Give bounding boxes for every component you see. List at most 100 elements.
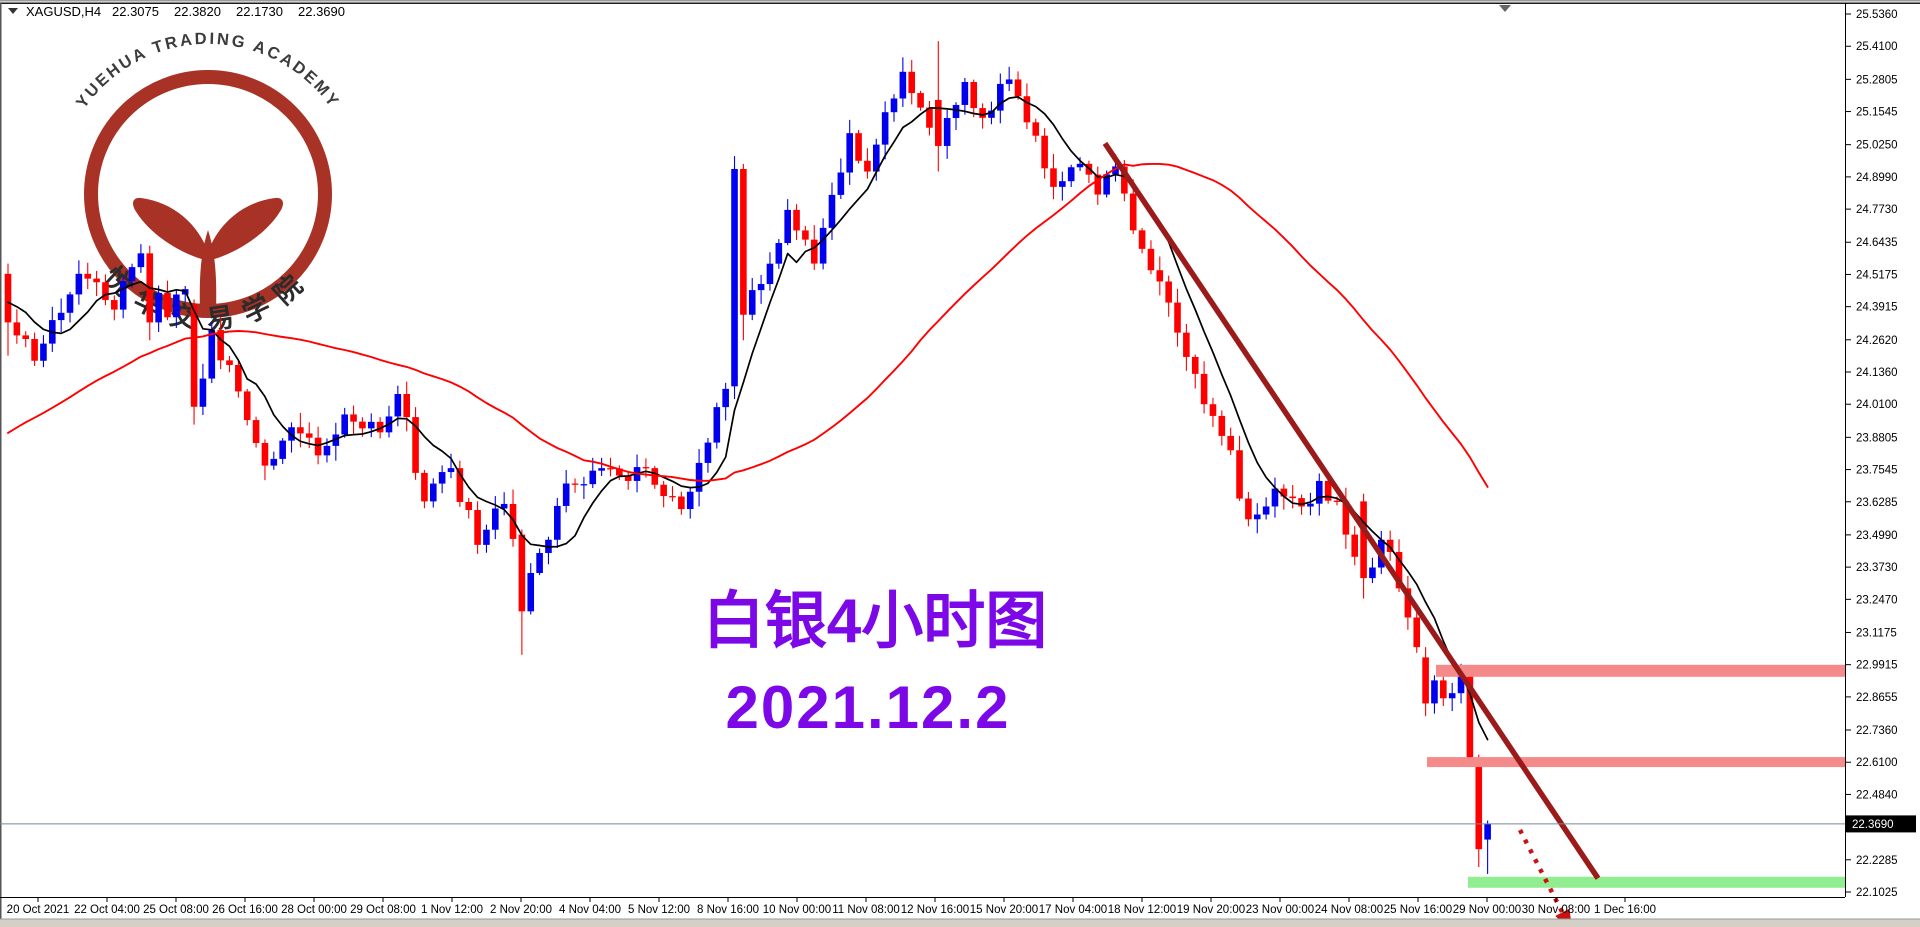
price-tick-label: 25.4100 — [1856, 41, 1898, 53]
candle-body — [483, 529, 490, 545]
candle-body — [1041, 135, 1048, 169]
time-tick-label: 29 Nov 00:00 — [1453, 904, 1521, 916]
candle-body — [1200, 373, 1208, 405]
candle-body — [261, 442, 269, 466]
candle-body — [793, 209, 800, 231]
price-tick-label: 23.1175 — [1856, 627, 1897, 639]
candle-body — [1360, 501, 1367, 579]
bottom-strip-border — [0, 918, 1920, 920]
candle-body — [217, 330, 224, 361]
candle-body — [1342, 501, 1350, 535]
candle-body — [119, 281, 127, 310]
price-tick-label: 22.6100 — [1856, 757, 1898, 769]
candle-body — [1457, 672, 1465, 694]
candle-body — [1005, 79, 1013, 84]
bottom-scroll-strip[interactable] — [0, 919, 1920, 927]
candle-body — [624, 475, 632, 481]
quote-header: XAGUSD,H4 22.3075 22.3820 22.1730 22.369… — [8, 4, 345, 19]
candle-body — [1236, 450, 1243, 499]
candle-body — [1183, 332, 1190, 357]
candle-body — [190, 304, 198, 407]
price-tick-label: 23.8805 — [1856, 432, 1898, 444]
candle-body — [713, 407, 721, 443]
candle-body — [855, 133, 862, 161]
zone-resistance-lower[interactable] — [1427, 757, 1845, 768]
candle-body — [979, 108, 986, 118]
price-tick-label: 22.1025 — [1856, 887, 1898, 899]
candle-body — [607, 468, 614, 470]
candle-body — [1067, 167, 1075, 182]
candle-body — [748, 290, 756, 315]
candle-body — [57, 312, 65, 321]
candle-body — [1147, 248, 1155, 271]
time-tick-label: 17 Nov 04:00 — [1039, 904, 1107, 916]
candle-body — [394, 393, 402, 417]
candle-body — [837, 172, 845, 195]
candle-body — [226, 360, 233, 365]
candle-body — [270, 458, 278, 466]
support-resistance-zones[interactable] — [1427, 664, 1845, 888]
candle-body — [554, 505, 561, 540]
candle-body — [1333, 500, 1341, 502]
price-tick-label: 22.4840 — [1856, 789, 1898, 801]
price-tick-label: 22.2285 — [1856, 855, 1898, 867]
candle-body — [1023, 96, 1031, 123]
candle-body — [1289, 496, 1296, 499]
candle-body — [1059, 181, 1066, 187]
current-price-tag-text: 22.3690 — [1852, 819, 1894, 831]
downtrend-line[interactable] — [1102, 141, 1601, 880]
time-tick-label: 5 Nov 12:00 — [628, 904, 690, 916]
quote-close: 22.3690 — [298, 4, 345, 19]
candle-body — [1395, 551, 1403, 589]
candle-body — [350, 414, 357, 422]
zone-support[interactable] — [1468, 876, 1845, 888]
chart-axes[interactable]: 25.5360 25.4100 25.2805 25.1545 25.0250 24.89… — [0, 3, 1898, 916]
candle-body — [571, 483, 579, 485]
candle-body — [1280, 488, 1288, 497]
candle-body — [952, 104, 960, 118]
candle-body — [1484, 823, 1491, 840]
logo-tulip-icon — [133, 197, 283, 312]
chart-shift-marker[interactable] — [1499, 5, 1511, 12]
window-left-edge — [0, 3, 2, 927]
candle-body — [678, 496, 685, 510]
price-tick-label: 25.2805 — [1856, 74, 1898, 86]
candle-body — [766, 263, 774, 285]
candle-body — [970, 82, 978, 109]
candle-body — [359, 421, 366, 429]
candle-body — [1466, 672, 1474, 760]
candle-body — [616, 468, 623, 476]
downtrend-trendline[interactable] — [1102, 141, 1601, 880]
zone-resistance-upper[interactable] — [1436, 664, 1845, 677]
time-tick-label: 25 Nov 16:00 — [1384, 904, 1452, 916]
chevron-down-icon[interactable] — [8, 8, 18, 14]
candle-body — [1121, 166, 1128, 194]
candle-body — [297, 427, 304, 434]
time-tick-label: 25 Oct 08:00 — [143, 904, 209, 916]
price-tick-label: 23.7545 — [1856, 465, 1898, 477]
candle-body — [376, 421, 384, 433]
candle-body — [4, 273, 12, 323]
candle-body — [935, 99, 942, 146]
price-tick-label: 24.5175 — [1856, 269, 1898, 281]
time-tick-label: 29 Oct 08:00 — [350, 904, 416, 916]
candle-body — [527, 572, 535, 612]
candle-body — [492, 508, 499, 530]
time-tick-label: 20 Oct 2021 — [7, 904, 70, 916]
candle-body — [589, 470, 597, 485]
candle-body — [1103, 174, 1110, 195]
candle-body — [961, 82, 969, 105]
candle-body — [252, 420, 260, 443]
candle-body — [846, 133, 853, 173]
candle-body — [1262, 506, 1270, 515]
candle-body — [102, 282, 109, 301]
price-tick-label: 23.4990 — [1856, 530, 1898, 542]
g-ma-fast — [7, 96, 1489, 741]
candle-body — [1165, 281, 1172, 303]
time-tick-label: 24 Nov 08:00 — [1315, 904, 1383, 916]
candle-body — [164, 292, 171, 318]
time-tick-label: 19 Nov 20:00 — [1177, 904, 1245, 916]
candle-body — [137, 253, 145, 268]
